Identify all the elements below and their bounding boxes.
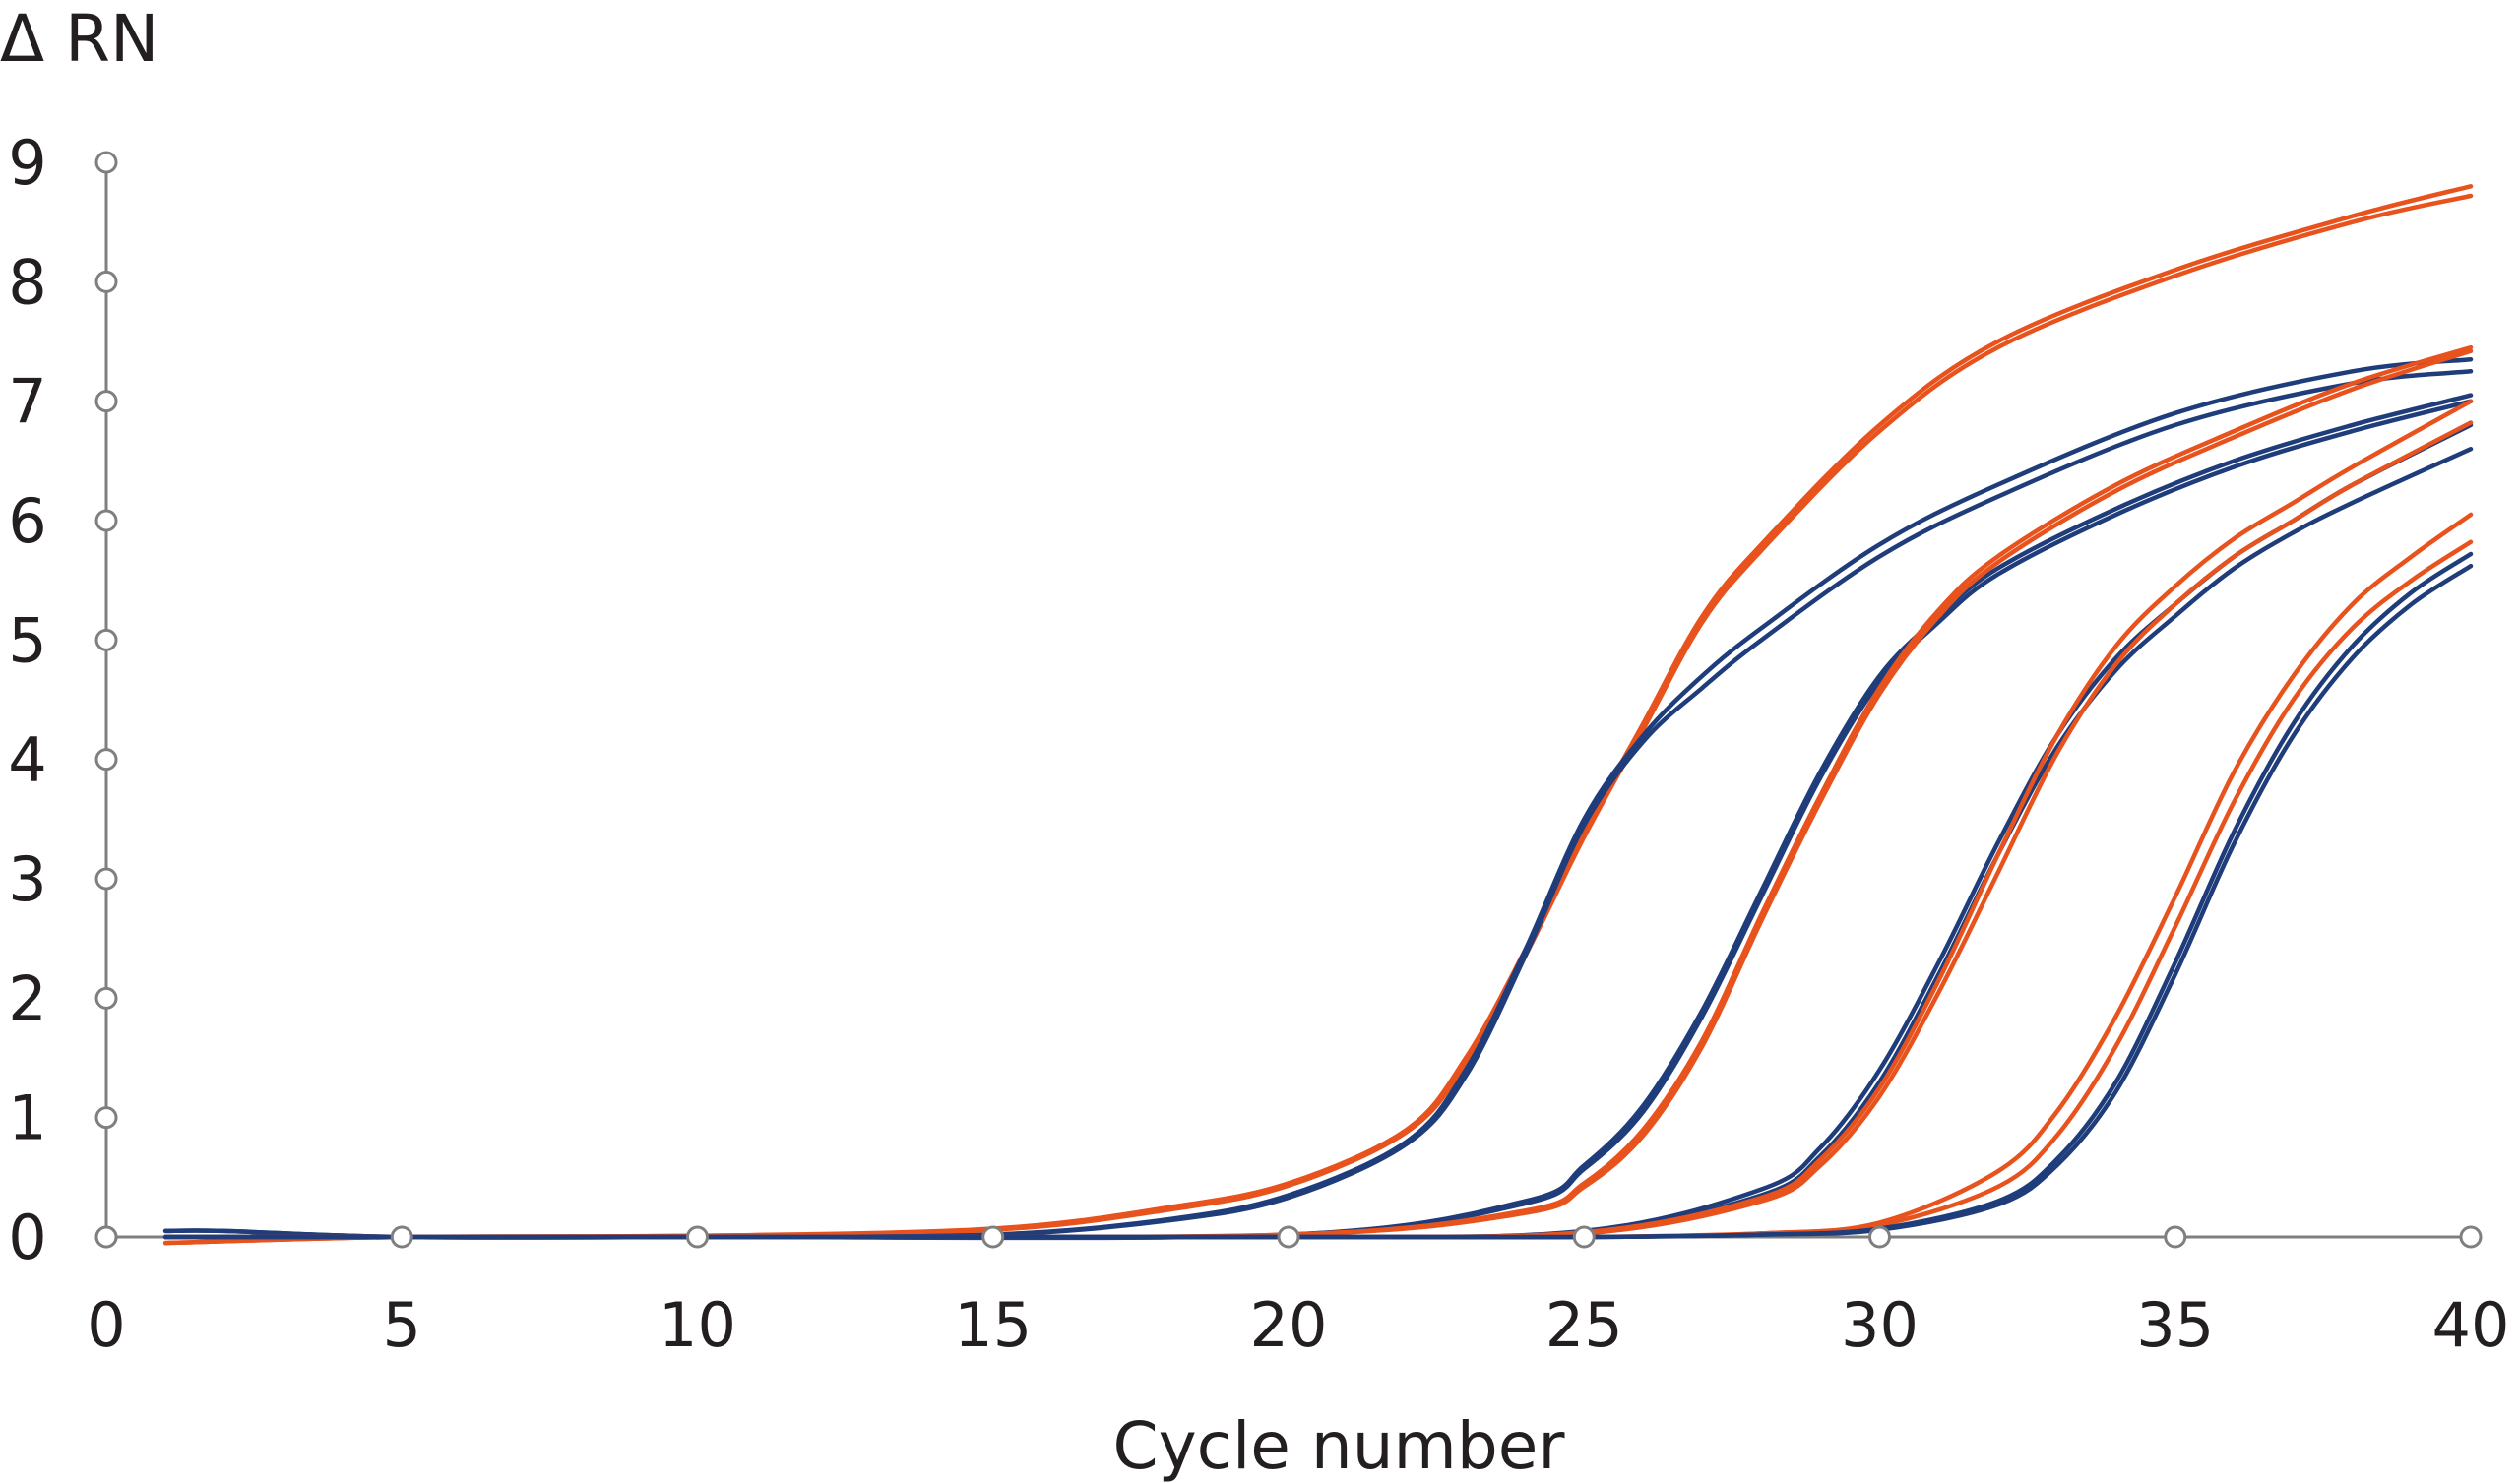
x-tick-marker-10 [686, 1225, 709, 1249]
x-tick-label-0: 0 [87, 1289, 125, 1361]
y-tick-marker-5 [94, 628, 118, 651]
series-line-2-orange [162, 193, 2474, 1246]
x-axis-title: Cycle number [1113, 1408, 1566, 1483]
series-line-9-blue [162, 422, 2474, 1240]
x-tick-label-40: 40 [2432, 1289, 2510, 1361]
series-line-3-blue [162, 356, 2474, 1240]
x-tick-marker-35 [2164, 1225, 2187, 1249]
x-tick-marker-15 [981, 1225, 1005, 1249]
y-tick-marker-8 [94, 270, 118, 293]
x-tick-marker-0 [94, 1225, 118, 1249]
y-tick-label-6: 6 [8, 485, 46, 557]
x-tick-marker-30 [1868, 1225, 1891, 1249]
y-tick-label-2: 2 [8, 962, 46, 1034]
y-tick-marker-7 [94, 390, 118, 413]
x-tick-label-15: 15 [954, 1289, 1032, 1361]
y-tick-label-3: 3 [8, 843, 46, 915]
x-tick-label-25: 25 [1545, 1289, 1623, 1361]
y-tick-marker-1 [94, 1106, 118, 1130]
y-tick-marker-4 [94, 748, 118, 772]
series-line-10-blue [162, 446, 2474, 1240]
x-tick-label-20: 20 [1250, 1289, 1328, 1361]
x-tick-label-5: 5 [383, 1289, 421, 1361]
x-tick-marker-20 [1277, 1225, 1300, 1249]
series-line-12-orange [162, 420, 2474, 1240]
y-tick-label-0: 0 [8, 1202, 46, 1273]
y-tick-marker-6 [94, 509, 118, 532]
y-tick-label-4: 4 [8, 724, 46, 796]
series-line-11-orange [162, 399, 2474, 1240]
series-line-5-blue [162, 393, 2474, 1241]
x-tick-label-35: 35 [2136, 1289, 2214, 1361]
y-tick-label-5: 5 [8, 604, 46, 676]
plot-area: 0 1 2 3 4 5 6 7 8 9 0 5 10 15 20 25 30 35 40 [8, 127, 2509, 1361]
series-line-1-orange [162, 184, 2474, 1246]
x-tick-marker-25 [1572, 1225, 1596, 1249]
y-tick-marker-2 [94, 986, 118, 1010]
x-tick-marker-40 [2459, 1225, 2483, 1249]
series-line-6-blue [162, 399, 2474, 1241]
x-tick-label-30: 30 [1841, 1289, 1919, 1361]
series-line-8-orange [162, 348, 2474, 1240]
y-tick-label-9: 9 [8, 127, 46, 199]
x-tick-marker-5 [390, 1225, 413, 1249]
x-tick-label-10: 10 [659, 1289, 736, 1361]
series-line-13-orange [162, 512, 2474, 1240]
y-axis-title: Δ RN [0, 1, 158, 77]
y-tick-marker-3 [94, 867, 118, 891]
y-tick-label-7: 7 [8, 366, 46, 438]
y-tick-label-8: 8 [8, 246, 46, 318]
series-line-4-blue [162, 369, 2474, 1240]
y-tick-label-1: 1 [8, 1082, 46, 1154]
y-tick-marker-9 [94, 151, 118, 174]
series-line-7-orange [162, 344, 2474, 1240]
series-line-16-blue [162, 563, 2474, 1240]
